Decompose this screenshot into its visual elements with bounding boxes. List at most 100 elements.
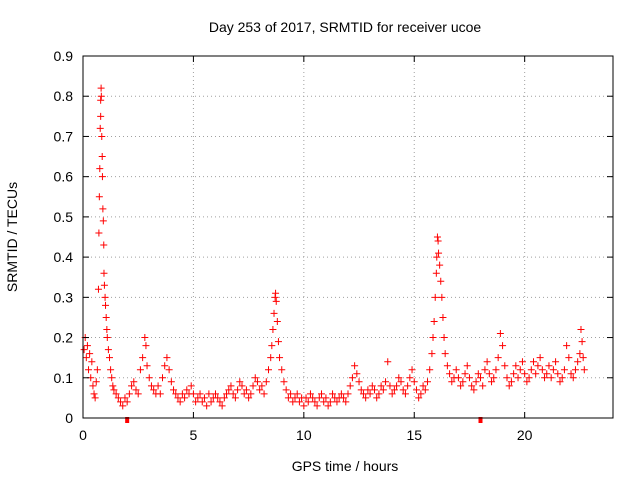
data-point <box>320 398 328 406</box>
data-point <box>309 394 317 402</box>
data-point <box>306 390 314 398</box>
data-point <box>496 330 504 338</box>
data-point <box>424 378 431 386</box>
data-point <box>163 354 171 362</box>
data-point <box>238 382 246 390</box>
data-point <box>412 386 420 394</box>
data-point <box>145 374 153 382</box>
data-point <box>227 382 235 390</box>
data-point <box>216 398 224 406</box>
data-point <box>205 390 213 398</box>
data-point <box>362 394 370 402</box>
data-point <box>270 309 278 317</box>
data-point <box>534 362 542 370</box>
data-point <box>107 366 115 374</box>
data-point <box>178 390 186 398</box>
data-point <box>98 173 106 181</box>
data-point <box>97 92 105 100</box>
data-point <box>578 338 586 346</box>
data-point <box>344 390 352 398</box>
data-point <box>433 253 441 261</box>
data-point <box>563 342 571 350</box>
data-point <box>351 362 359 370</box>
data-point <box>401 390 409 398</box>
data-point <box>318 390 325 398</box>
data-point <box>483 358 491 366</box>
data-point <box>98 132 106 140</box>
data-point <box>167 378 175 386</box>
data-point <box>147 382 155 390</box>
data-point <box>494 354 502 362</box>
data-point <box>510 370 518 378</box>
data-point <box>97 84 105 92</box>
data-point <box>108 374 116 382</box>
data-point <box>437 277 445 285</box>
data-point <box>280 378 288 386</box>
data-point <box>429 334 437 342</box>
data-point <box>240 390 248 398</box>
data-point <box>172 390 180 398</box>
data-point <box>150 386 158 394</box>
data-point <box>576 350 584 358</box>
data-point <box>128 382 136 390</box>
data-point <box>218 402 226 410</box>
data-point <box>530 358 537 366</box>
data-point <box>192 398 200 406</box>
data-point <box>492 366 500 374</box>
data-point <box>251 374 259 382</box>
x-tick-label: 0 <box>79 427 87 443</box>
data-point <box>481 366 489 374</box>
data-point <box>132 386 140 394</box>
data-point <box>397 378 405 386</box>
data-point <box>272 289 280 297</box>
data-point <box>565 354 573 362</box>
data-point <box>357 386 365 394</box>
data-point <box>231 394 239 402</box>
data-point <box>242 386 250 394</box>
data-point <box>88 358 96 366</box>
data-point <box>311 398 319 406</box>
data-point <box>393 382 401 390</box>
data-point <box>468 382 476 390</box>
data-point <box>109 382 117 390</box>
data-point <box>371 386 378 394</box>
data-point <box>507 378 515 386</box>
data-point <box>300 402 308 410</box>
data-point <box>348 374 356 382</box>
data-point <box>236 378 244 386</box>
data-point <box>189 390 197 398</box>
data-point <box>577 326 585 334</box>
data-point <box>83 342 91 350</box>
data-point <box>368 382 376 390</box>
data-point <box>525 374 533 382</box>
data-point <box>214 394 222 402</box>
data-point <box>373 394 381 402</box>
data-point <box>340 394 348 402</box>
data-point <box>503 374 511 382</box>
data-point <box>94 285 102 293</box>
data-point <box>454 374 462 382</box>
data-point <box>359 390 367 398</box>
data-point <box>488 378 496 386</box>
data-point <box>377 382 385 390</box>
data-point <box>104 346 112 354</box>
y-tick-label: 0.3 <box>54 289 74 305</box>
data-point <box>499 342 507 350</box>
data-point <box>249 382 257 390</box>
data-point <box>106 354 113 362</box>
data-point <box>98 153 106 161</box>
data-point <box>284 394 292 402</box>
data-point <box>200 394 208 402</box>
y-tick-label: 0.9 <box>54 48 74 64</box>
y-tick-label: 0.4 <box>54 249 74 265</box>
data-point <box>93 366 101 374</box>
data-point <box>353 370 361 378</box>
data-point <box>256 386 264 394</box>
data-point <box>289 398 297 406</box>
data-point <box>388 390 396 398</box>
data-point <box>269 326 277 334</box>
data-point <box>337 390 345 398</box>
data-point <box>479 382 487 390</box>
data-point <box>165 366 173 374</box>
